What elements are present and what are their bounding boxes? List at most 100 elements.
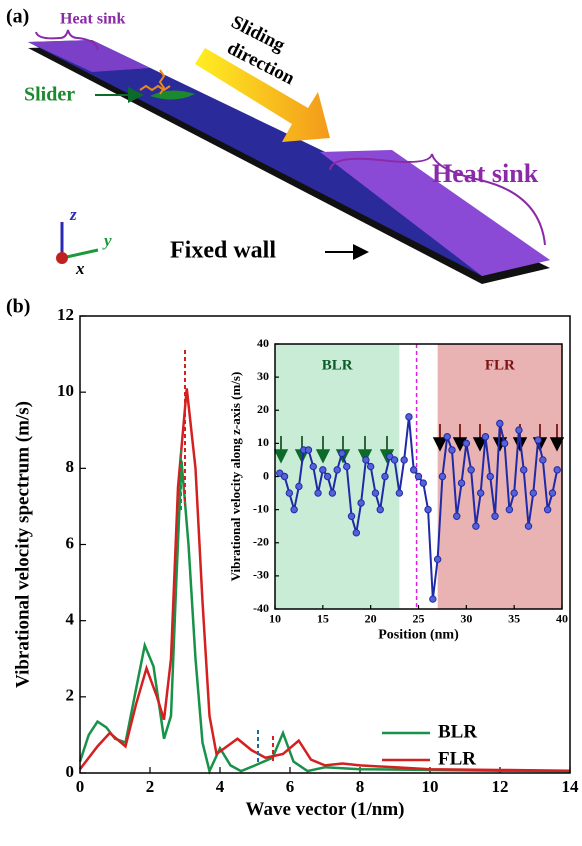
annotation: Heat sink — [432, 159, 539, 188]
x-tick-label: 20 — [365, 612, 377, 626]
data-point — [314, 489, 322, 497]
data-point — [515, 426, 523, 434]
y-tick-label: 0 — [66, 762, 75, 781]
legend-label: BLR — [438, 721, 477, 742]
y-tick-label: 0 — [263, 468, 269, 482]
data-point — [400, 456, 408, 464]
data-point — [390, 456, 399, 464]
data-point — [338, 449, 346, 458]
x-axis-label: Wave vector (1/nm) — [246, 799, 405, 820]
data-point — [491, 512, 499, 520]
x-tick-label: 30 — [460, 612, 472, 626]
data-point — [362, 456, 370, 464]
data-point — [280, 472, 289, 481]
data-point — [553, 466, 561, 474]
data-point — [295, 482, 303, 491]
x-tick-label: 40 — [556, 612, 568, 626]
data-point — [429, 595, 437, 603]
data-point — [510, 489, 518, 497]
region-label: FLR — [485, 357, 515, 373]
y-tick-label: -10 — [253, 501, 269, 515]
x-tick-label: 2 — [146, 777, 155, 796]
x-tick-label: 0 — [76, 777, 85, 796]
data-point — [467, 466, 475, 474]
data-point — [381, 472, 389, 481]
data-point — [548, 489, 557, 497]
y-tick-label: 12 — [57, 305, 74, 324]
annotation: Fixed wall — [170, 238, 276, 264]
data-point — [319, 466, 327, 474]
axis-icon-label: z — [69, 205, 77, 224]
data-point — [323, 472, 332, 481]
data-point — [347, 512, 356, 520]
y-tick-label: 8 — [66, 457, 75, 476]
data-point — [304, 446, 313, 454]
x-tick-label: 15 — [317, 612, 329, 626]
x-tick-label: 4 — [216, 777, 225, 796]
y-axis-label: Vibrational velocity along z-axis (m/s) — [228, 372, 243, 582]
y-tick-label: 4 — [66, 610, 75, 629]
data-point — [290, 505, 298, 514]
data-point — [424, 505, 432, 514]
y-axis-label: Vibrational velocity spectrum (m/s) — [12, 401, 33, 688]
region — [275, 344, 400, 609]
data-point — [328, 489, 337, 497]
x-tick-label: 25 — [413, 612, 425, 626]
x-tick-label: 8 — [356, 777, 365, 796]
plot-frame — [79, 315, 571, 774]
legend-label: FLR — [438, 748, 476, 769]
axis-icon-label: y — [102, 231, 112, 250]
axis-icon-label: x — [75, 259, 85, 278]
y-tick-label: -30 — [253, 568, 269, 582]
data-point — [285, 489, 294, 497]
y-tick-label: 2 — [66, 686, 75, 705]
y-tick-label: -40 — [253, 601, 269, 615]
data-point — [443, 433, 451, 441]
data-point — [476, 489, 485, 497]
region — [437, 344, 562, 609]
data-point — [419, 479, 427, 487]
y-tick-label: 10 — [57, 381, 74, 400]
annotation: Slider — [24, 84, 75, 106]
data-point — [405, 413, 413, 421]
x-tick-label: 35 — [508, 612, 520, 626]
data-point — [520, 466, 528, 474]
data-point — [343, 462, 351, 471]
data-point — [462, 439, 471, 448]
slab-illustration — [28, 29, 550, 284]
data-point — [534, 436, 542, 444]
data-point — [529, 489, 537, 497]
data-point — [376, 505, 384, 514]
x-axis-label: Position (nm) — [378, 628, 459, 643]
x-tick-label: 10 — [269, 612, 281, 626]
y-tick-label: -20 — [253, 535, 269, 549]
data-point — [357, 499, 365, 507]
x-tick-label: 14 — [562, 777, 580, 796]
data-point — [496, 419, 504, 428]
y-tick-label: 30 — [257, 369, 269, 383]
y-tick-label: 20 — [257, 402, 269, 416]
data-point — [481, 433, 490, 441]
data-point — [543, 505, 552, 514]
data-point — [438, 472, 447, 481]
data-point — [505, 505, 514, 514]
region-label: BLR — [322, 357, 353, 373]
data-point — [309, 462, 317, 471]
data-point — [395, 489, 404, 497]
data-point — [448, 446, 456, 454]
data-point — [457, 479, 466, 487]
y-tick-label: 10 — [257, 435, 269, 449]
data-point — [539, 456, 547, 464]
panel-label: (b) — [6, 296, 30, 318]
y-tick-label: 40 — [257, 336, 269, 350]
x-tick-label: 6 — [286, 777, 295, 796]
data-point — [333, 466, 341, 474]
data-point — [472, 522, 480, 530]
data-line — [79, 388, 571, 772]
data-line — [78, 460, 571, 775]
peak-markers — [180, 350, 274, 762]
data-point — [410, 466, 418, 474]
panel-label: (a) — [6, 6, 29, 28]
data-point — [366, 462, 375, 471]
inset-chart: BLR FLR 10 15 20 25 30 35 40 -40 -30 -20 -10 0 10 20 30 4… — [228, 336, 568, 643]
